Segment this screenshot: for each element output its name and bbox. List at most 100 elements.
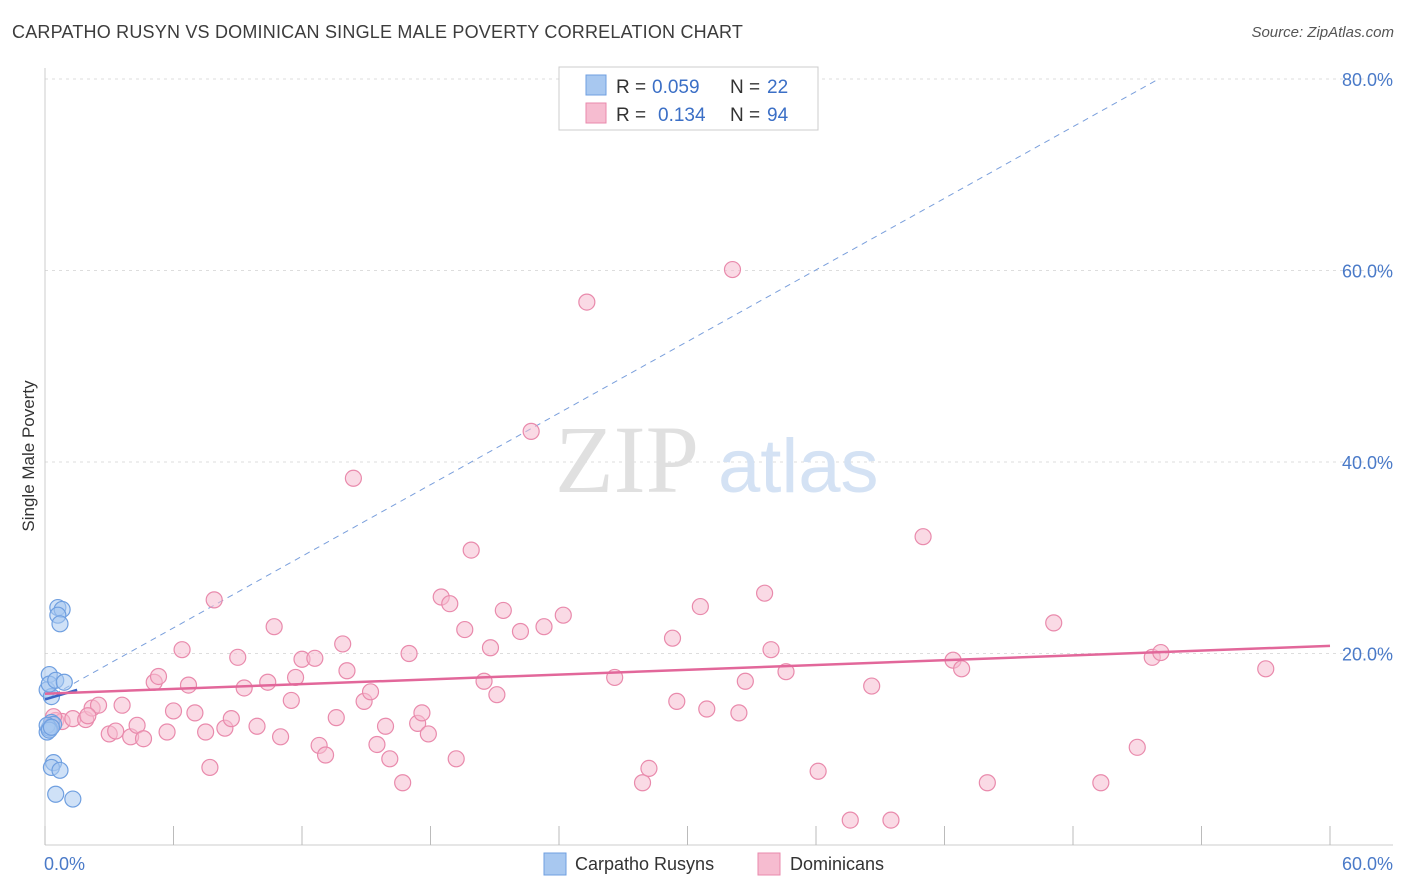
bottom-legend: Carpatho Rusyns Dominicans — [543, 852, 884, 876]
chart-source: Source: ZipAtlas.com — [1251, 24, 1394, 41]
legend-r-value-2: 0.134 — [658, 105, 706, 126]
dominican-point-63 — [554, 606, 572, 624]
dominican-point-24 — [222, 710, 240, 728]
dominican-point-64 — [578, 293, 596, 311]
legend-swatch-dominican — [585, 102, 607, 124]
chart-title: CARPATHO RUSYN VS DOMINICAN SINGLE MALE … — [12, 22, 744, 42]
dominican-point-71 — [698, 700, 716, 718]
dominican-point-72 — [723, 260, 742, 279]
dominican-point-43 — [368, 735, 386, 754]
carpatho-point-5 — [55, 673, 73, 691]
dominican-point-20 — [197, 723, 215, 741]
legend-r-label-2: R = — [616, 105, 646, 126]
dominican-point-86 — [1045, 614, 1063, 632]
dominican-point-6 — [89, 696, 108, 714]
legend-r-value-1: 0.059 — [652, 77, 700, 98]
dominican-point-30 — [271, 728, 290, 746]
dominican-point-80 — [863, 677, 881, 695]
dominican-point-85 — [978, 774, 996, 792]
y-tick-label-2: 60.0% — [1342, 262, 1393, 282]
legend-r-label-1: R = — [616, 77, 646, 98]
bottom-legend-swatch-carpatho — [543, 852, 567, 876]
dominican-point-38 — [334, 635, 352, 653]
dominican-point-88 — [1128, 738, 1146, 756]
dominican-point-31 — [282, 691, 300, 710]
dominican-point-45 — [381, 750, 399, 768]
dominican-point-78 — [809, 762, 827, 780]
reference-line — [44, 78, 1159, 700]
bottom-legend-label-dominican: Dominicans — [790, 854, 884, 874]
carpatho-point-17 — [51, 761, 69, 779]
dominican-point-36 — [316, 746, 335, 764]
y-tick-label-1: 40.0% — [1342, 453, 1393, 473]
dominican-point-68 — [663, 629, 682, 647]
carpatho-point-9 — [51, 615, 69, 633]
dominican-point-76 — [762, 641, 780, 659]
carpatho-point-18 — [47, 785, 65, 803]
x-tick-label-0: 0.0% — [44, 854, 85, 874]
dominican-point-42 — [361, 683, 380, 701]
legend-n-value-1: 22 — [767, 77, 788, 98]
dominican-point-16 — [164, 702, 183, 720]
carpatho-point-21 — [42, 718, 61, 736]
dominican-point-21 — [201, 758, 219, 777]
axes — [44, 68, 1393, 846]
grid-lines — [45, 78, 1393, 654]
dominican-point-26 — [235, 679, 253, 697]
dominican-point-54 — [456, 620, 474, 639]
dominican-point-59 — [494, 601, 512, 620]
dominican-point-14 — [149, 667, 168, 686]
y-tick-label-3: 80.0% — [1342, 70, 1393, 90]
dominican-point-62 — [535, 618, 553, 636]
dominican-point-84 — [953, 660, 971, 678]
dominican-point-40 — [344, 469, 362, 487]
dominican-point-27 — [248, 717, 266, 735]
dominican-point-47 — [400, 644, 418, 663]
dominican-point-49 — [413, 704, 431, 722]
dominican-point-22 — [205, 591, 223, 609]
reference-dashed-line — [44, 78, 1159, 700]
dominican-point-81 — [882, 811, 900, 829]
legend-n-value-2: 94 — [767, 105, 789, 126]
dominican-point-74 — [736, 672, 754, 690]
dominican-point-12 — [134, 730, 153, 748]
dominican-point-46 — [394, 774, 412, 792]
watermark-zip: ZIP — [555, 406, 699, 513]
dominican-point-93 — [79, 707, 97, 725]
dominican-point-87 — [1092, 774, 1110, 792]
legend-swatch-carpatho — [585, 74, 607, 96]
x-tick-labels: 0.0% 60.0% — [44, 854, 1393, 874]
dominican-point-53 — [447, 750, 465, 768]
bottom-legend-label-carpatho: Carpatho Rusyns — [575, 854, 714, 874]
dominican-point-77 — [777, 663, 795, 681]
dominican-trend-line — [44, 644, 1331, 695]
carpatho-point-19 — [64, 790, 82, 808]
bottom-legend-swatch-dominican — [757, 852, 781, 876]
y-axis-label: Single Male Poverty — [19, 380, 38, 532]
dominican-point-18 — [179, 676, 198, 694]
dominican-point-29 — [265, 618, 283, 636]
dominican-point-61 — [522, 422, 540, 440]
dominican-point-79 — [841, 811, 859, 829]
dominican-point-91 — [1257, 660, 1275, 678]
watermark: ZIP atlas — [555, 406, 879, 513]
dominican-point-70 — [691, 597, 709, 616]
watermark-atlas: atlas — [718, 424, 879, 509]
dominican-point-37 — [327, 709, 345, 727]
dominican-point-15 — [158, 723, 176, 741]
legend-n-label-2: N = — [730, 105, 760, 126]
legend-n-label-1: N = — [730, 77, 760, 98]
dominican-point-19 — [186, 704, 204, 722]
y-tick-labels: 20.0% 40.0% 60.0% 80.0% — [1342, 70, 1393, 665]
dominican-point-17 — [173, 641, 191, 659]
dominican-point-25 — [229, 648, 247, 666]
x-tick-label-1: 60.0% — [1342, 854, 1393, 874]
trend-lines — [44, 644, 1331, 701]
dominican-point-55 — [462, 541, 480, 559]
dominican-point-34 — [306, 649, 324, 667]
dominican-point-75 — [755, 584, 774, 602]
dominican-point-82 — [914, 528, 932, 546]
dominican-point-44 — [376, 717, 395, 735]
dominican-point-60 — [511, 622, 530, 641]
